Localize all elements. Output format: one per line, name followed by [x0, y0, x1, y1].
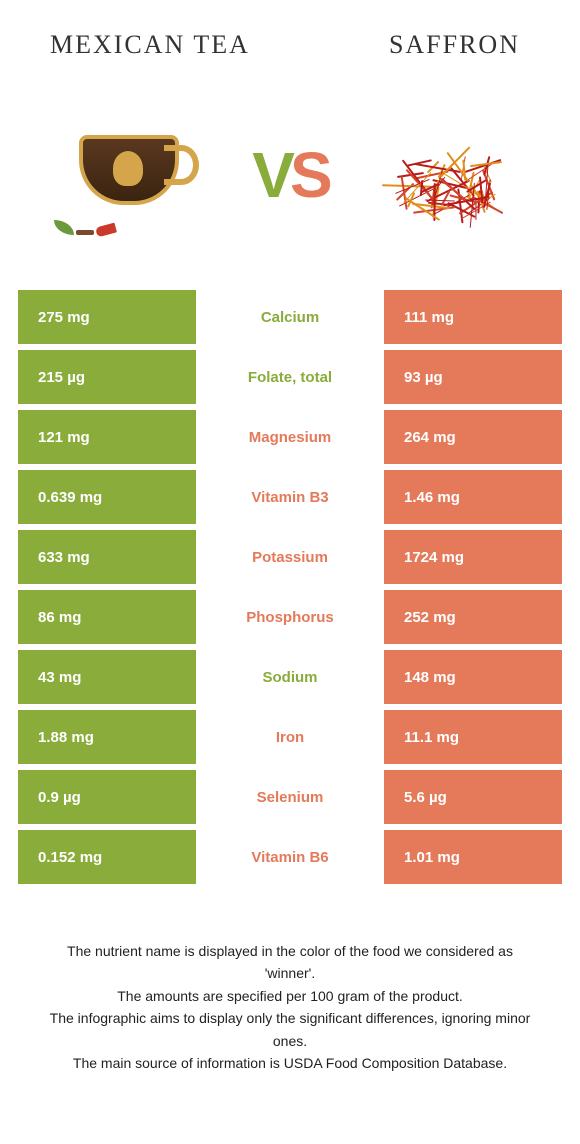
left-value: 0.639 mg: [18, 470, 196, 524]
right-value: 264 mg: [384, 410, 562, 464]
nutrient-name: Sodium: [196, 650, 384, 704]
nutrient-table: 275 mgCalcium111 mg 215 µgFolate, total93…: [0, 290, 580, 884]
nutrient-name: Iron: [196, 710, 384, 764]
left-value: 1.88 mg: [18, 710, 196, 764]
left-value: 121 mg: [18, 410, 196, 464]
nutrient-name: Vitamin B6: [196, 830, 384, 884]
left-value: 0.152 mg: [18, 830, 196, 884]
footer-line: The main source of information is USDA F…: [40, 1052, 540, 1074]
left-value: 275 mg: [18, 290, 196, 344]
table-row: 275 mgCalcium111 mg: [18, 290, 562, 344]
vs-v: V: [252, 138, 290, 212]
table-row: 1.88 mgIron11.1 mg: [18, 710, 562, 764]
left-value: 215 µg: [18, 350, 196, 404]
right-value: 5.6 µg: [384, 770, 562, 824]
vs-s: S: [290, 138, 328, 212]
nutrient-name: Folate, total: [196, 350, 384, 404]
table-row: 0.9 µgSelenium5.6 µg: [18, 770, 562, 824]
images-row: VS: [0, 70, 580, 290]
right-value: 1.46 mg: [384, 470, 562, 524]
right-value: 252 mg: [384, 590, 562, 644]
left-value: 0.9 µg: [18, 770, 196, 824]
nutrient-name: Vitamin B3: [196, 470, 384, 524]
table-row: 43 mgSodium148 mg: [18, 650, 562, 704]
right-value: 1724 mg: [384, 530, 562, 584]
nutrient-name: Magnesium: [196, 410, 384, 464]
table-row: 0.639 mgVitamin B31.46 mg: [18, 470, 562, 524]
title-right: Saffron: [389, 30, 520, 60]
footer-notes: The nutrient name is displayed in the co…: [0, 890, 580, 1074]
left-value: 43 mg: [18, 650, 196, 704]
right-value: 11.1 mg: [384, 710, 562, 764]
table-row: 86 mgPhosphorus252 mg: [18, 590, 562, 644]
left-value: 633 mg: [18, 530, 196, 584]
right-value: 148 mg: [384, 650, 562, 704]
nutrient-name: Phosphorus: [196, 590, 384, 644]
title-left: Mexican tea: [50, 30, 250, 60]
table-row: 121 mgMagnesium264 mg: [18, 410, 562, 464]
table-row: 0.152 mgVitamin B61.01 mg: [18, 830, 562, 884]
footer-line: The infographic aims to display only the…: [40, 1007, 540, 1052]
footer-line: The amounts are specified per 100 gram o…: [40, 985, 540, 1007]
footer-line: The nutrient name is displayed in the co…: [40, 940, 540, 985]
right-value: 111 mg: [384, 290, 562, 344]
right-value: 1.01 mg: [384, 830, 562, 884]
nutrient-name: Selenium: [196, 770, 384, 824]
table-row: 633 mgPotassium1724 mg: [18, 530, 562, 584]
right-value: 93 µg: [384, 350, 562, 404]
vs-label: VS: [252, 138, 327, 212]
mexican-tea-image: [44, 110, 224, 240]
table-row: 215 µgFolate, total93 µg: [18, 350, 562, 404]
saffron-image: [356, 110, 536, 240]
left-value: 86 mg: [18, 590, 196, 644]
nutrient-name: Calcium: [196, 290, 384, 344]
header: Mexican tea Saffron: [0, 0, 580, 70]
nutrient-name: Potassium: [196, 530, 384, 584]
